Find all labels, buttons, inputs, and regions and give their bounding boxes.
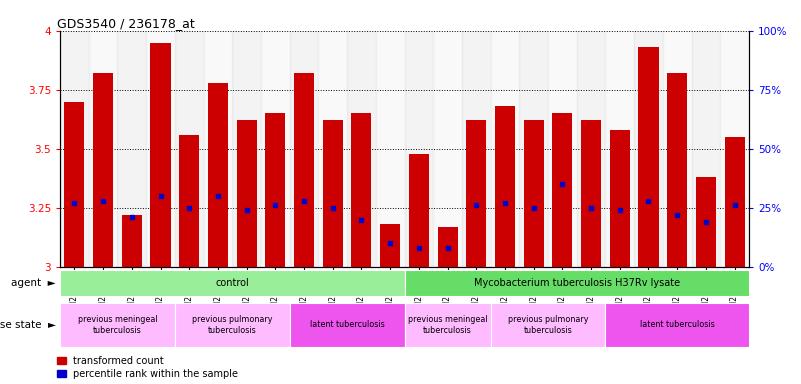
Bar	[495, 106, 515, 267]
Bar	[93, 73, 113, 267]
Text: previous meningeal
tuberculosis: previous meningeal tuberculosis	[408, 315, 487, 334]
Bar	[175, 303, 290, 347]
Text: GDS3540 / 236178_at: GDS3540 / 236178_at	[57, 17, 195, 30]
Text: previous meningeal
tuberculosis: previous meningeal tuberculosis	[78, 315, 157, 334]
Legend: transformed count, percentile rank within the sample: transformed count, percentile rank withi…	[57, 356, 239, 379]
Text: disease state  ►: disease state ►	[0, 320, 56, 330]
Bar	[60, 31, 89, 267]
Bar	[405, 31, 433, 267]
Bar	[519, 31, 548, 267]
Bar	[290, 31, 318, 267]
Bar	[662, 31, 691, 267]
Bar	[146, 31, 175, 267]
Bar	[720, 31, 749, 267]
Text: latent tuberculosis: latent tuberculosis	[640, 320, 714, 329]
Bar	[265, 113, 285, 267]
Bar	[179, 135, 199, 267]
Bar	[290, 303, 405, 347]
Bar	[122, 215, 142, 267]
Text: latent tuberculosis: latent tuberculosis	[310, 320, 384, 329]
Text: Mycobacterium tuberculosis H37Rv lysate: Mycobacterium tuberculosis H37Rv lysate	[473, 278, 680, 288]
Bar	[462, 31, 490, 267]
Bar	[490, 303, 606, 347]
Bar	[203, 31, 232, 267]
Bar	[581, 121, 601, 267]
Bar	[696, 177, 716, 267]
Text: agent  ►: agent ►	[11, 278, 56, 288]
Bar	[433, 31, 462, 267]
Bar	[232, 31, 261, 267]
Bar	[691, 31, 720, 267]
Text: previous pulmonary
tuberculosis: previous pulmonary tuberculosis	[508, 315, 588, 334]
Bar	[548, 31, 577, 267]
Bar	[380, 224, 400, 267]
Bar	[490, 31, 519, 267]
Bar	[318, 31, 347, 267]
Bar	[610, 130, 630, 267]
Bar	[347, 31, 376, 267]
Text: previous pulmonary
tuberculosis: previous pulmonary tuberculosis	[192, 315, 272, 334]
Bar	[405, 303, 490, 347]
Bar	[553, 113, 573, 267]
Bar	[634, 31, 662, 267]
Bar	[638, 47, 658, 267]
Bar	[323, 121, 343, 267]
Bar	[437, 227, 457, 267]
Bar	[294, 73, 314, 267]
Bar	[89, 31, 118, 267]
Bar	[60, 303, 175, 347]
Bar	[118, 31, 146, 267]
Bar	[64, 101, 84, 267]
Bar	[236, 121, 256, 267]
Bar	[175, 31, 203, 267]
Bar	[667, 73, 687, 267]
Bar	[606, 31, 634, 267]
Bar	[376, 31, 405, 267]
Bar	[409, 154, 429, 267]
Bar	[577, 31, 606, 267]
Bar	[466, 121, 486, 267]
Bar	[524, 121, 544, 267]
Text: control: control	[215, 278, 249, 288]
Bar	[352, 113, 372, 267]
Bar	[725, 137, 745, 267]
Bar	[261, 31, 290, 267]
Bar	[405, 270, 749, 296]
Bar	[208, 83, 228, 267]
Bar	[151, 43, 171, 267]
Bar	[60, 270, 405, 296]
Bar	[606, 303, 749, 347]
